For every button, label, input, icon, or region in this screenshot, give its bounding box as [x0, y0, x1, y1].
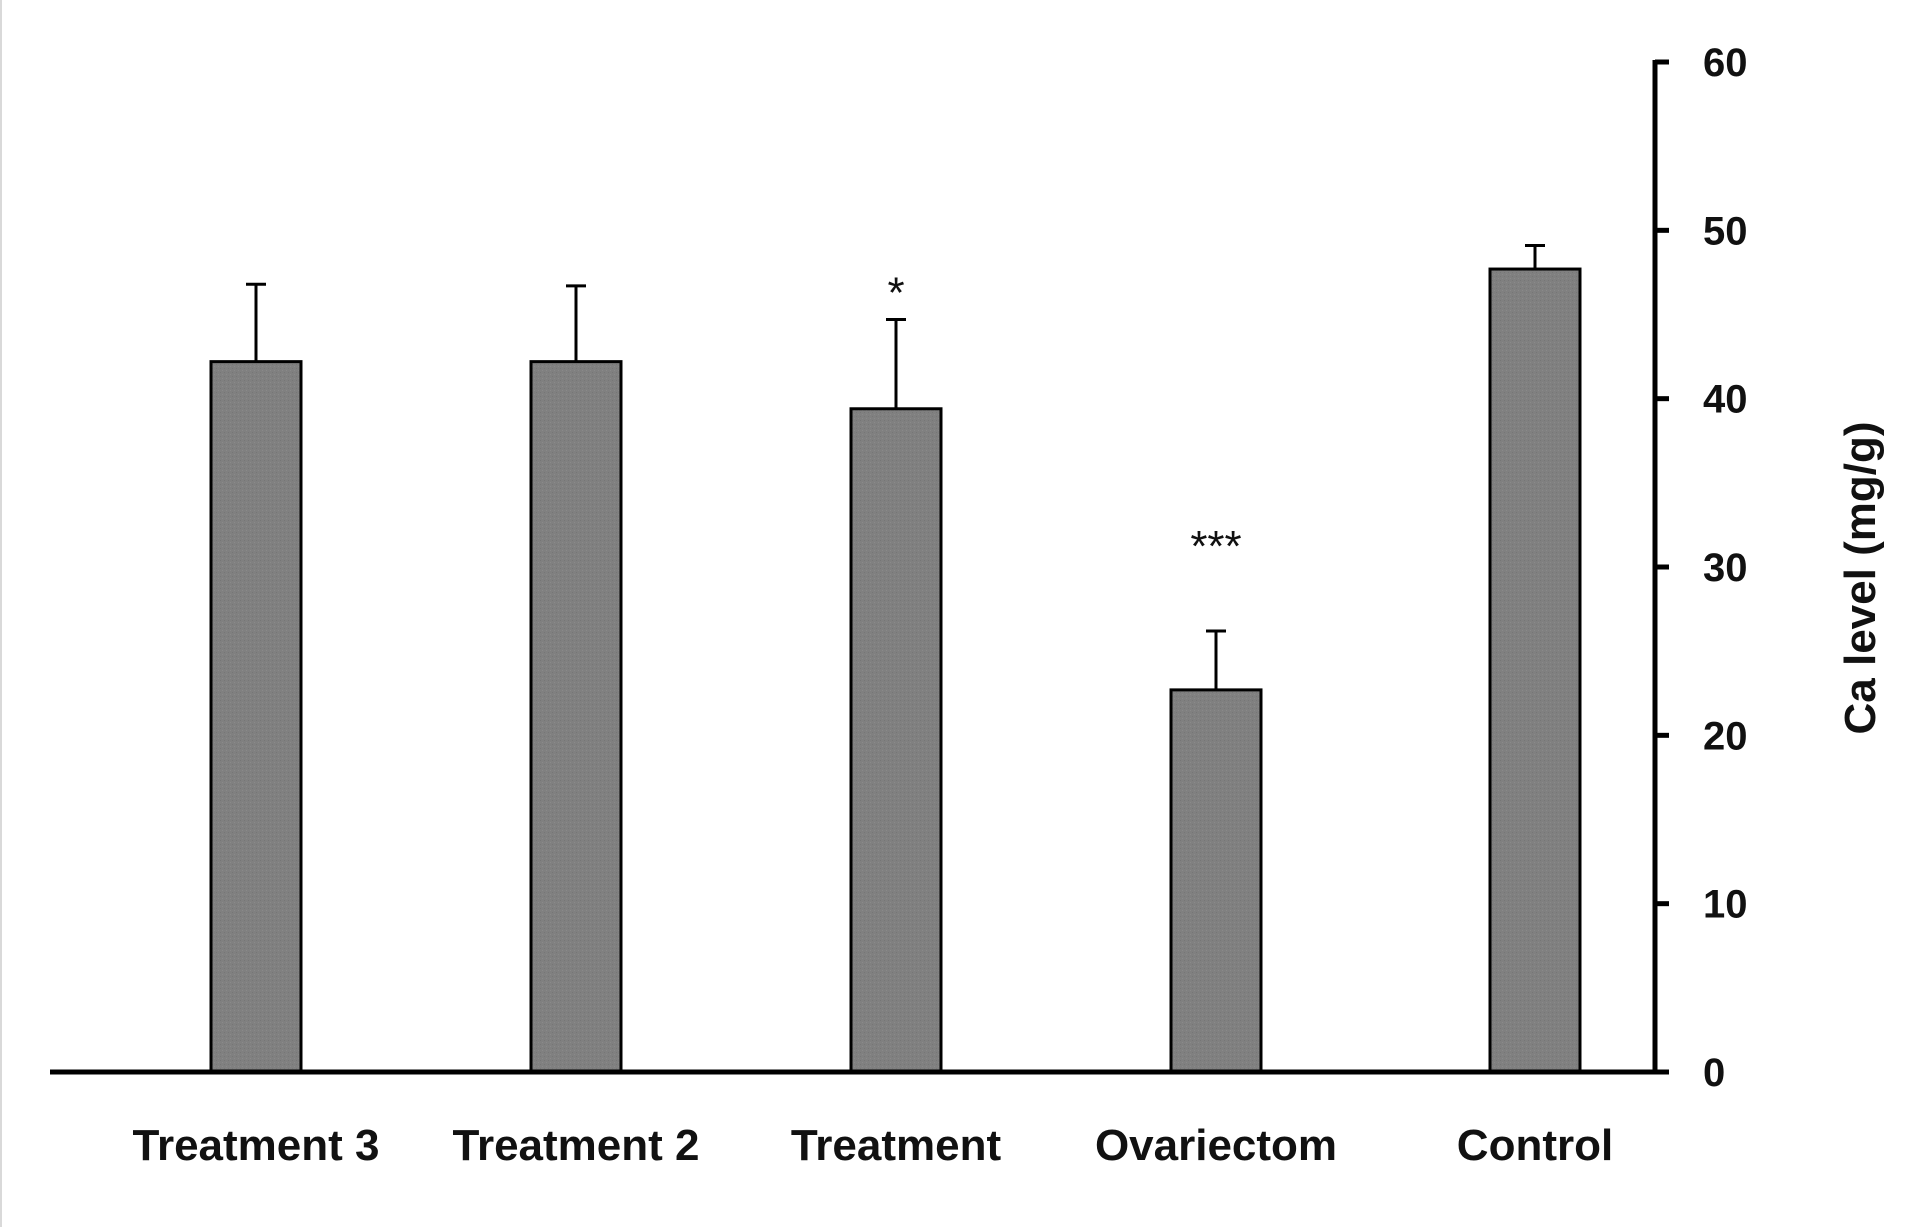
category-label-3: Ovariectom [1095, 1121, 1337, 1170]
category-label-0: Treatment 3 [133, 1121, 380, 1170]
y-tick-label-0: 0 [1703, 1051, 1725, 1095]
bars [209, 267, 1582, 1074]
bar-4 [1488, 267, 1582, 1074]
y-tick-label-50: 50 [1703, 209, 1748, 253]
y-tick-labels: 0 10 20 30 40 50 60 [1703, 41, 1748, 1095]
significance-label-2: * [887, 269, 904, 318]
bar-3 [1169, 688, 1263, 1074]
bar-0 [209, 360, 303, 1074]
category-label-1: Treatment 2 [453, 1121, 700, 1170]
y-tick-label-10: 10 [1703, 883, 1748, 927]
image-border [0, 0, 2, 1227]
bar-2 [849, 407, 943, 1074]
y-tick-label-30: 30 [1703, 546, 1748, 590]
category-label-4: Control [1457, 1121, 1613, 1170]
category-labels: Treatment 3 Treatment 2 Treatment Ovariecto… [133, 1121, 1614, 1170]
category-label-2: Treatment [791, 1121, 1002, 1170]
error-bars [246, 243, 1545, 690]
y-tick-label-60: 60 [1703, 41, 1748, 85]
significance-label-3: *** [1190, 522, 1241, 571]
y-tick-label-40: 40 [1703, 378, 1748, 422]
bar-1 [529, 360, 623, 1074]
significance-markers: **** [887, 269, 1241, 571]
y-axis-label: Ca level (mg/g) [1836, 422, 1885, 735]
y-tick-label-20: 20 [1703, 714, 1748, 758]
axes [50, 59, 1669, 1075]
